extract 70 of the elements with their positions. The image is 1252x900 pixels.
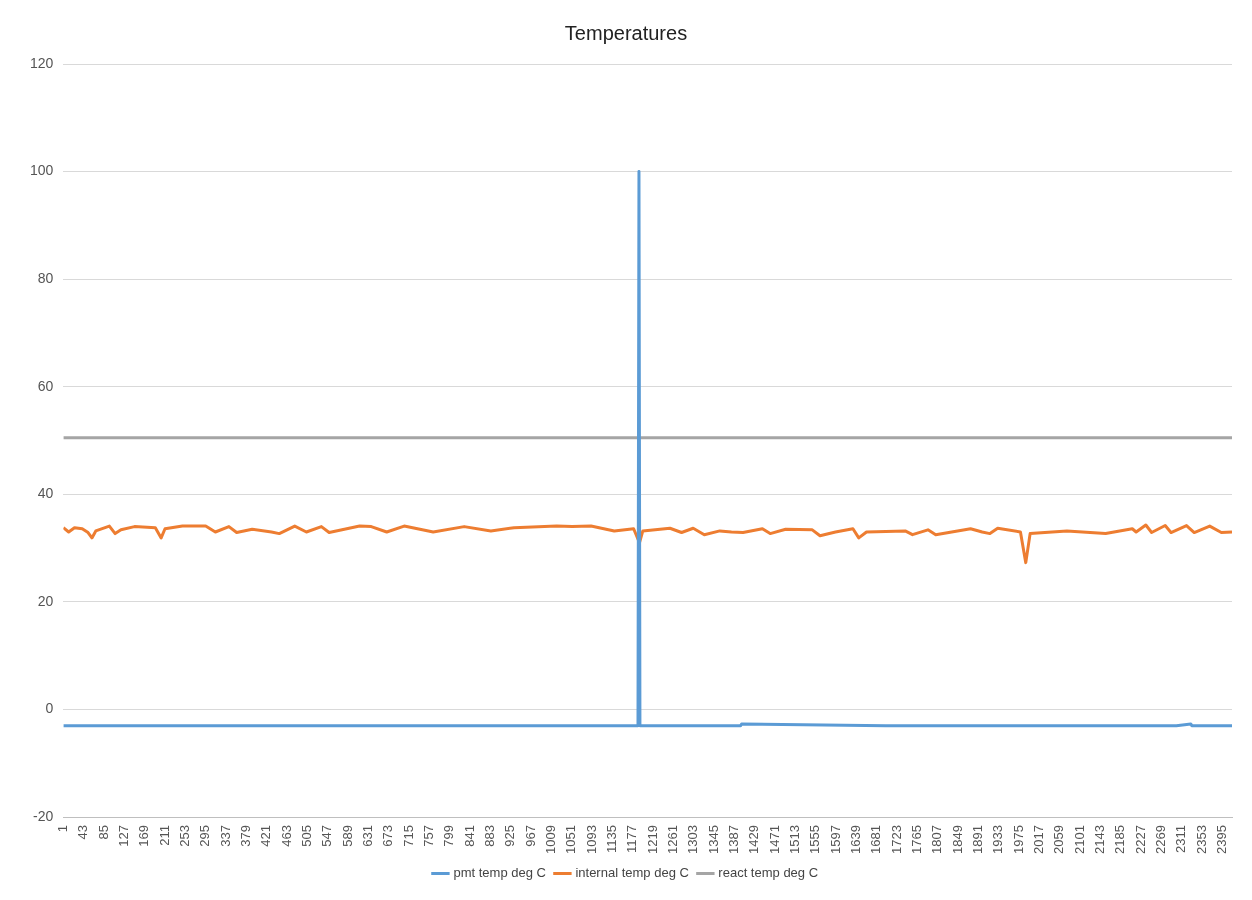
x-tick-label: 2017 xyxy=(1030,825,1046,854)
x-tick-label: 379 xyxy=(237,825,253,847)
x-tick-label: 757 xyxy=(420,825,436,847)
x-tick-label: 2311 xyxy=(1173,825,1189,854)
x-tick-label: 1681 xyxy=(868,825,884,854)
y-tick-label: 100 xyxy=(30,162,54,179)
y-tick-label: 20 xyxy=(37,592,54,609)
x-tick-label: 2353 xyxy=(1193,825,1209,854)
x-tick-label: 1849 xyxy=(949,825,965,854)
x-tick-label: 1177 xyxy=(624,825,640,854)
x-tick-label: 463 xyxy=(278,825,294,847)
x-tick-label: 2185 xyxy=(1112,825,1128,854)
x-tick-label: 1051 xyxy=(563,825,579,854)
x-tick-label: 799 xyxy=(441,825,457,847)
x-tick-label: 1345 xyxy=(705,825,721,854)
x-tick-label: 2059 xyxy=(1051,825,1067,854)
y-tick-label: 120 xyxy=(30,54,54,71)
y-tick-label: 40 xyxy=(37,485,54,502)
x-tick-label: 1 xyxy=(54,825,70,833)
legend-label: react temp deg C xyxy=(718,865,819,881)
x-tick-label: 211 xyxy=(156,825,172,846)
x-tick-label: 295 xyxy=(197,825,213,847)
x-tick-label: 1219 xyxy=(644,825,660,854)
x-tick-label: 1975 xyxy=(1010,825,1026,854)
x-tick-label: 1597 xyxy=(827,825,843,854)
y-tick-label: 0 xyxy=(45,700,54,717)
x-tick-label: 421 xyxy=(258,825,274,847)
chart-title: Temperatures xyxy=(564,21,688,44)
x-tick-label: 2227 xyxy=(1132,825,1148,854)
x-tick-label: 673 xyxy=(380,825,396,847)
x-tick-label: 1723 xyxy=(888,825,904,854)
x-tick-label: 169 xyxy=(136,825,152,847)
y-tick-label: -20 xyxy=(33,807,54,824)
x-tick-label: 715 xyxy=(400,825,416,847)
x-tick-label: 1933 xyxy=(990,825,1006,854)
x-tick-label: 1513 xyxy=(786,825,802,854)
x-tick-label: 1303 xyxy=(685,825,701,854)
x-tick-label: 631 xyxy=(359,825,375,847)
x-tick-label: 505 xyxy=(298,825,314,847)
x-tick-label: 841 xyxy=(461,825,477,847)
x-tick-label: 1765 xyxy=(908,825,924,854)
legend-label: pmt temp deg C xyxy=(453,865,546,881)
x-tick-label: 127 xyxy=(115,825,131,847)
x-tick-label: 253 xyxy=(176,825,192,847)
x-tick-label: 925 xyxy=(502,825,518,847)
x-tick-label: 85 xyxy=(95,825,111,840)
y-tick-label: 60 xyxy=(37,377,54,394)
legend-label: internal temp deg C xyxy=(575,865,689,881)
y-tick-label: 80 xyxy=(37,270,54,287)
x-tick-label: 2101 xyxy=(1071,825,1087,854)
x-tick-label: 883 xyxy=(481,825,497,847)
x-tick-label: 2269 xyxy=(1152,825,1168,854)
x-tick-label: 1891 xyxy=(969,825,985,854)
x-tick-label: 1135 xyxy=(603,825,619,854)
x-tick-label: 337 xyxy=(217,825,233,847)
x-tick-label: 589 xyxy=(339,825,355,847)
x-tick-label: 1555 xyxy=(807,825,823,854)
x-tick-label: 1387 xyxy=(725,825,741,854)
x-tick-label: 1807 xyxy=(929,825,945,854)
x-tick-label: 967 xyxy=(522,825,538,847)
x-tick-label: 2143 xyxy=(1091,825,1107,854)
x-tick-label: 547 xyxy=(319,825,335,847)
x-tick-label: 2395 xyxy=(1213,825,1229,854)
x-tick-label: 1429 xyxy=(746,825,762,854)
x-tick-label: 1471 xyxy=(766,825,782,854)
x-tick-label: 1639 xyxy=(847,825,863,854)
x-tick-label: 1009 xyxy=(542,825,558,854)
x-tick-label: 43 xyxy=(75,825,91,840)
x-tick-label: 1093 xyxy=(583,825,599,854)
x-tick-label: 1261 xyxy=(664,825,680,854)
